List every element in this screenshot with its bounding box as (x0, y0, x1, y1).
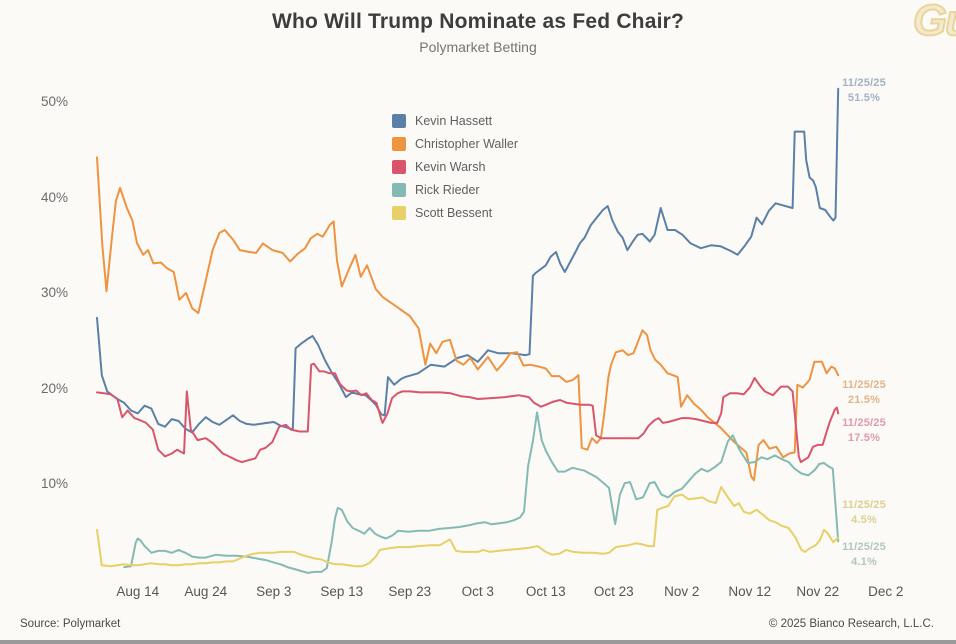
annotation-value: 4.5% (851, 514, 877, 526)
x-tick-sep-23: Sep 23 (388, 584, 432, 599)
x-tick-oct-23: Oct 23 (593, 584, 634, 599)
annotation-value: 17.5% (847, 432, 881, 444)
x-tick-oct-3: Oct 3 (461, 584, 494, 599)
x-tick-dec-2: Dec 2 (868, 584, 904, 599)
line-christopher-waller (96, 156, 840, 482)
annotation-value: 4.1% (851, 556, 877, 568)
legend-item-kevin-warsh: Kevin Warsh (392, 155, 518, 178)
copyright-note: © 2025 Bianco Research, L.L.C. (768, 618, 934, 630)
x-tick-sep-13: Sep 13 (320, 584, 364, 599)
y-tick-10: 10% (40, 476, 68, 491)
legend-item-scott-bessent: Scott Bessent (392, 201, 518, 224)
x-tick-nov-2: Nov 2 (664, 584, 700, 599)
annotation-rick-rieder: 11/25/25 4.1% (819, 540, 909, 570)
legend-label-christopher-waller: Christopher Waller (415, 136, 519, 151)
legend-swatch-kevin-warsh (392, 159, 406, 174)
annotation-value: 51.5% (847, 92, 881, 104)
legend-label-scott-bessent: Scott Bessent (415, 205, 493, 220)
legend-label-kevin-warsh: Kevin Warsh (415, 159, 486, 174)
legend-item-rick-rieder: Rick Rieder (392, 178, 518, 201)
x-tick-nov-12: Nov 12 (728, 584, 772, 599)
annotation-kevin-hassett: 11/25/25 51.5% (819, 76, 909, 106)
y-tick-40: 40% (40, 189, 68, 205)
y-tick-20: 20% (40, 380, 68, 396)
line-rick-rieder (123, 411, 840, 574)
annotation-date: 11/25/25 (842, 541, 886, 553)
x-tick-aug-24: Aug 24 (184, 584, 228, 599)
legend-label-rick-rieder: Rick Rieder (415, 182, 480, 197)
gold-watermark-logo: Gu (912, 0, 956, 46)
annotation-kevin-warsh: 11/25/25 17.5% (819, 416, 909, 446)
annotation-christopher-waller: 11/25/25 21.5% (819, 378, 909, 408)
legend-item-christopher-waller: Christopher Waller (392, 132, 518, 155)
x-tick-aug-14: Aug 14 (116, 584, 160, 599)
page-subtitle: Polymarket Betting (419, 39, 537, 55)
x-tick-sep-3: Sep 3 (256, 584, 292, 599)
legend-item-kevin-hassett: Kevin Hassett (392, 109, 518, 132)
line-kevin-hassett (96, 87, 840, 434)
legend-swatch-kevin-hassett (392, 113, 406, 128)
y-tick-30: 30% (40, 285, 68, 300)
legend-swatch-rick-rieder (392, 182, 406, 197)
legend-label-kevin-hassett: Kevin Hassett (415, 113, 493, 128)
line-kevin-warsh (96, 362, 840, 464)
line-scott-bessent (96, 485, 840, 568)
annotation-scott-bessent: 11/25/25 4.5% (819, 498, 909, 528)
annotation-date: 11/25/25 (842, 499, 886, 511)
annotation-value: 21.5% (847, 394, 881, 406)
annotation-date: 11/25/25 (842, 77, 886, 89)
x-tick-nov-22: Nov 22 (796, 584, 840, 599)
source-note: Source: Polymarket (20, 618, 121, 630)
y-tick-50: 50% (40, 94, 68, 109)
legend-swatch-christopher-waller (392, 136, 406, 151)
legend-swatch-scott-bessent (392, 205, 406, 220)
annotation-date: 11/25/25 (842, 379, 886, 391)
annotation-date: 11/25/25 (842, 417, 886, 429)
legend: Kevin Hassett Christopher Waller Kevin War… (392, 109, 518, 224)
page-title: Who Will Trump Nominate as Fed Chair? (271, 10, 685, 33)
x-tick-oct-13: Oct 13 (525, 584, 566, 599)
